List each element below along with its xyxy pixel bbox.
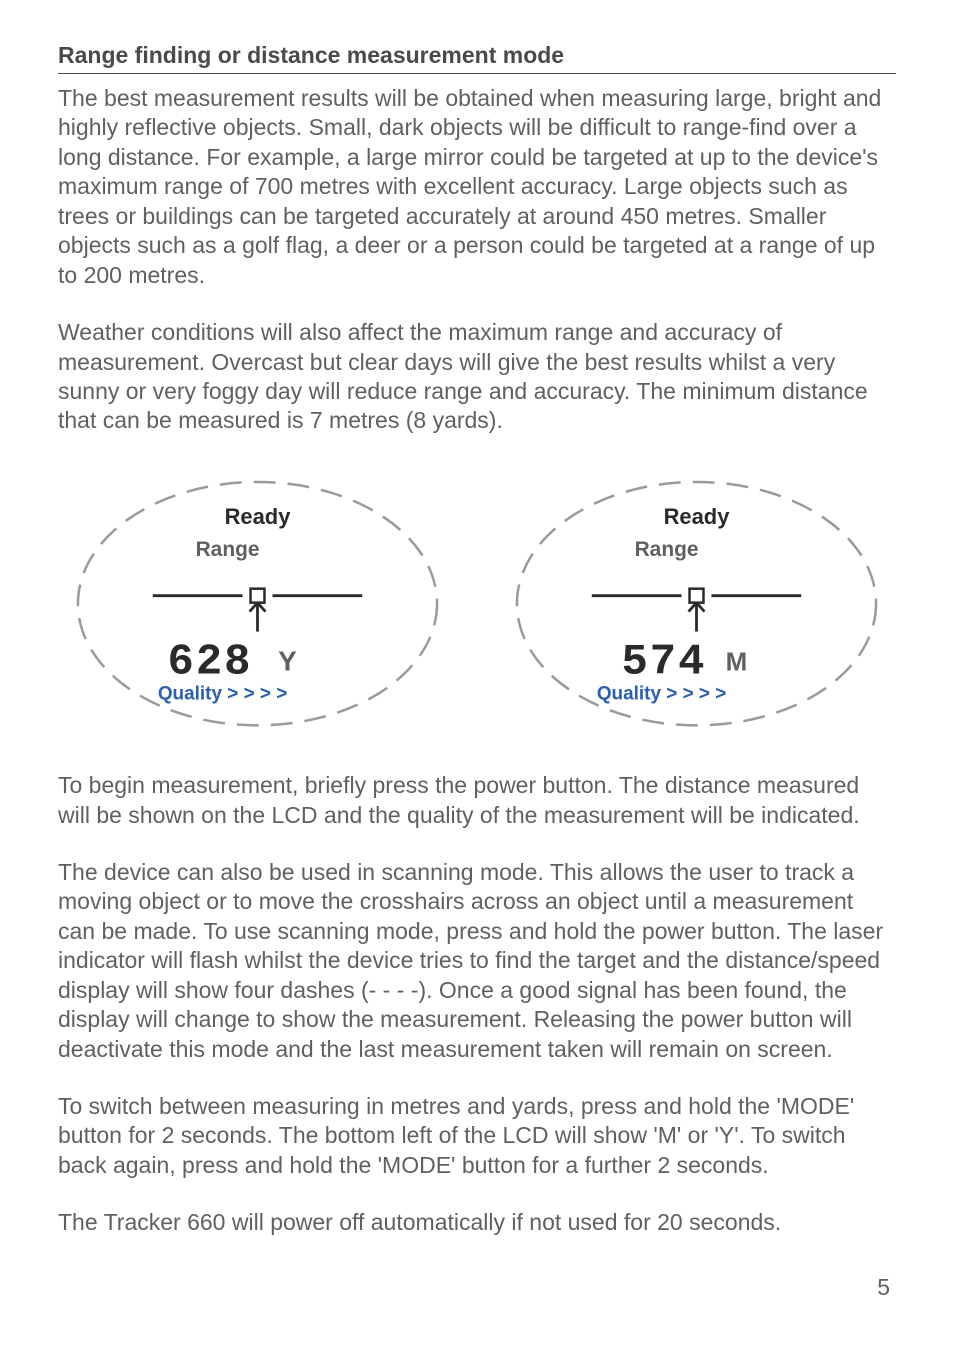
paragraph-5: To switch between measuring in metres an… [58, 1092, 896, 1180]
paragraph-1: The best measurement results will be obt… [58, 84, 896, 290]
paragraph-6: The Tracker 660 will power off automatic… [58, 1208, 896, 1237]
distance-unit: M [726, 648, 748, 676]
distance-value: 628 [168, 637, 253, 687]
ready-label: Ready [664, 504, 731, 529]
distance-value: 574 [621, 637, 706, 687]
paragraph-4: The device can also be used in scanning … [58, 858, 896, 1064]
paragraph-2: Weather conditions will also affect the … [58, 318, 896, 436]
paragraph-3: To begin measurement, briefly press the … [58, 771, 896, 830]
section-heading: Range finding or distance measurement mo… [58, 42, 896, 74]
quality-label: Quality > > > > [597, 683, 726, 704]
range-label: Range [635, 538, 699, 561]
lcd-display-left: Ready Range 628 Y Quality > > > > [58, 464, 457, 743]
quality-label: Quality > > > > [158, 683, 287, 704]
range-label: Range [196, 538, 260, 561]
ready-label: Ready [225, 504, 292, 529]
lcd-diagrams-row: Ready Range 628 Y Quality > > > > Ready … [58, 464, 896, 743]
page-number: 5 [877, 1274, 890, 1301]
document-page: Range finding or distance measurement mo… [0, 0, 954, 1345]
distance-unit: Y [278, 645, 297, 676]
lcd-display-right: Ready Range 574 M Quality > > > > [497, 464, 896, 743]
